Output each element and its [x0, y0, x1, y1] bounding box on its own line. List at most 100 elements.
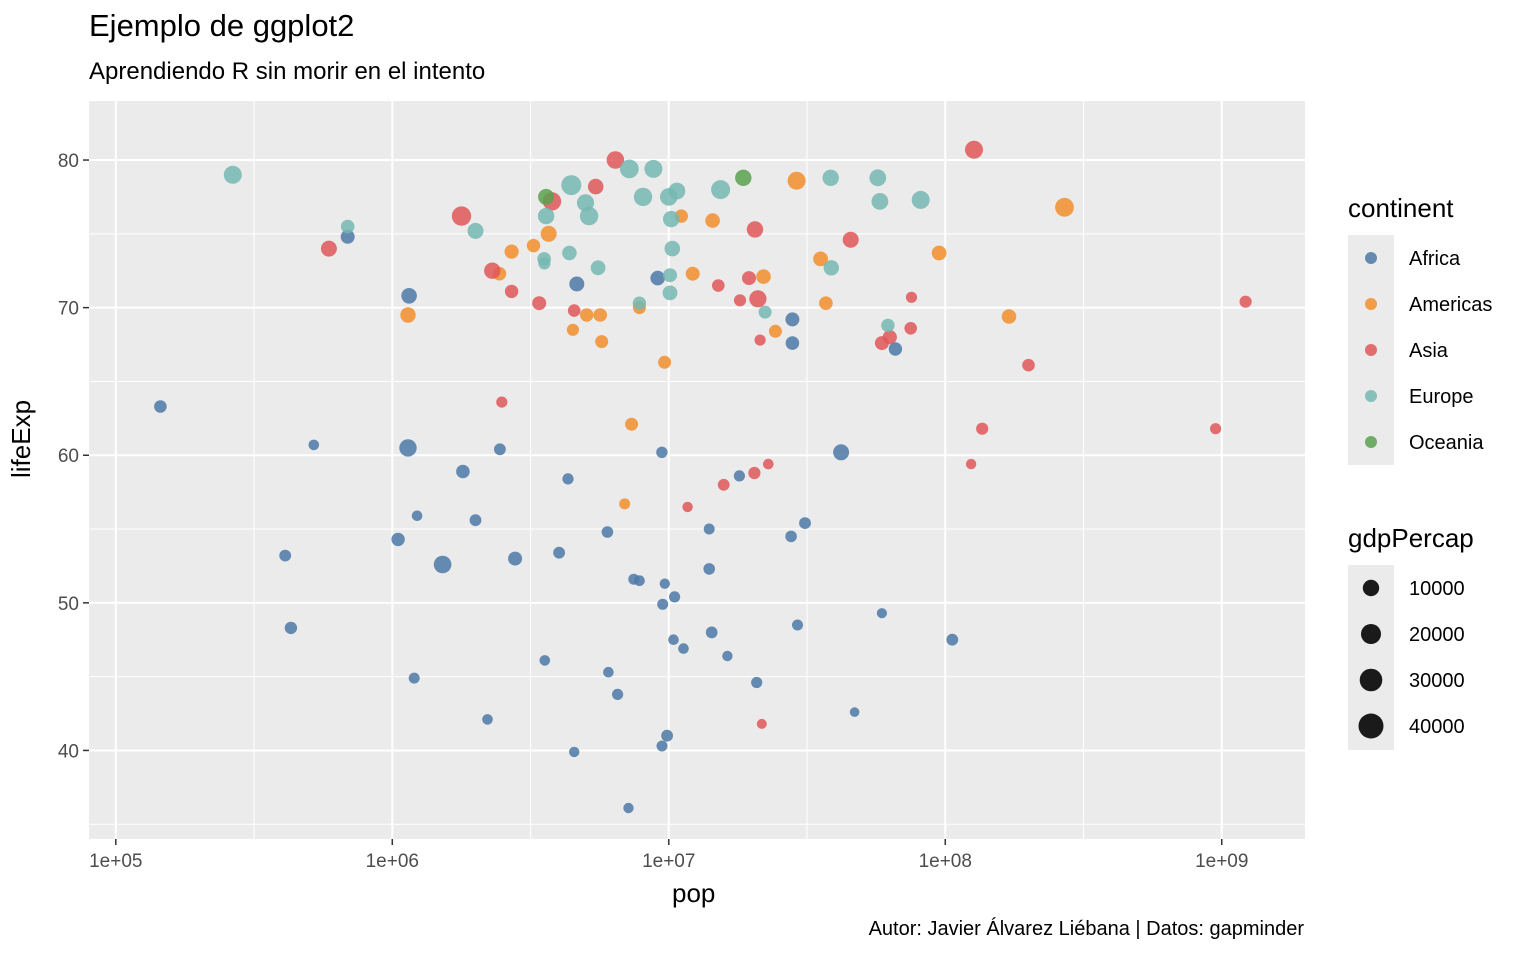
- point-asia: [904, 322, 917, 335]
- point-asia: [976, 422, 989, 435]
- legend-key-europe: [1365, 390, 1377, 402]
- point-africa: [678, 643, 689, 654]
- point-africa: [279, 549, 292, 562]
- point-africa: [401, 288, 417, 304]
- point-africa: [722, 650, 733, 662]
- point-europe: [467, 222, 484, 239]
- y-tick-label: 40: [58, 741, 79, 762]
- size-legend-key: [1362, 579, 1380, 597]
- point-asia: [1022, 358, 1035, 372]
- point-africa: [562, 473, 574, 485]
- point-americas: [658, 355, 672, 369]
- point-asia: [756, 718, 767, 729]
- chart-subtitle: Aprendiendo R sin morir en el intento: [89, 58, 486, 85]
- y-tick-label: 50: [58, 594, 79, 615]
- x-tick-label: 1e+08: [919, 851, 972, 872]
- point-europe: [632, 296, 647, 310]
- point-asia: [742, 271, 756, 286]
- point-africa: [888, 342, 903, 356]
- point-europe: [662, 285, 678, 301]
- point-asia: [451, 206, 472, 226]
- point-africa: [399, 439, 417, 457]
- point-americas: [756, 269, 771, 284]
- point-asia: [842, 231, 859, 248]
- point-asia: [754, 334, 766, 346]
- point-africa: [876, 608, 888, 619]
- point-africa: [733, 470, 746, 482]
- point-africa: [703, 563, 715, 575]
- x-axis-title: pop: [672, 878, 716, 908]
- point-africa: [650, 270, 665, 286]
- point-africa: [553, 546, 565, 559]
- point-africa: [668, 634, 679, 645]
- point-africa: [705, 626, 718, 639]
- point-europe: [537, 207, 555, 225]
- grid-major: [89, 101, 1305, 839]
- point-africa: [612, 688, 624, 701]
- chart-title: Ejemplo de ggplot2: [89, 8, 355, 43]
- point-africa: [284, 621, 298, 635]
- x-tick-label: 1e+09: [1195, 851, 1248, 872]
- size-legend-key: [1359, 668, 1383, 692]
- point-africa: [391, 532, 405, 547]
- point-asia: [567, 304, 581, 317]
- point-americas: [504, 244, 519, 259]
- point-europe: [223, 165, 242, 184]
- point-europe: [663, 210, 680, 228]
- point-africa: [799, 517, 811, 529]
- point-europe: [869, 169, 887, 187]
- point-europe: [340, 219, 355, 234]
- point-asia: [1239, 295, 1252, 308]
- point-africa: [569, 276, 585, 292]
- legend-key-americas: [1365, 298, 1377, 310]
- point-africa: [634, 575, 645, 587]
- point-africa: [308, 439, 320, 451]
- grid-minor: [89, 101, 1305, 839]
- point-africa: [508, 551, 523, 566]
- point-africa: [603, 666, 614, 678]
- legend-label-americas: Americas: [1409, 294, 1492, 316]
- point-europe: [823, 260, 839, 276]
- point-africa: [946, 633, 959, 646]
- legend-key-oceania: [1365, 436, 1377, 448]
- point-americas: [526, 238, 541, 253]
- size-legend-label: 20000: [1409, 624, 1465, 646]
- size-legend-key: [1361, 624, 1381, 644]
- data-points: [154, 140, 1252, 814]
- point-europe: [562, 245, 577, 261]
- point-asia: [682, 501, 693, 513]
- point-africa: [659, 578, 670, 589]
- size-legend-label: 30000: [1409, 670, 1465, 692]
- point-europe: [881, 318, 895, 333]
- size-legend-label: 10000: [1409, 578, 1465, 600]
- point-asia: [746, 221, 764, 238]
- point-africa: [569, 746, 580, 758]
- point-europe: [871, 193, 889, 210]
- point-asia: [712, 279, 725, 292]
- point-americas: [787, 171, 806, 190]
- legend-label-asia: Asia: [1409, 340, 1449, 362]
- point-africa: [656, 740, 668, 752]
- point-americas: [400, 307, 416, 323]
- point-africa: [539, 655, 551, 666]
- point-asia: [1210, 423, 1222, 435]
- point-europe: [644, 159, 663, 178]
- y-tick-label: 60: [58, 446, 79, 467]
- point-asia: [965, 458, 977, 470]
- size-legend-key: [1358, 713, 1384, 739]
- point-africa: [154, 400, 167, 413]
- legend-label-africa: Africa: [1409, 248, 1461, 270]
- point-americas: [705, 213, 720, 228]
- size-legend-label: 40000: [1409, 716, 1465, 738]
- x-tick-label: 1e+06: [366, 851, 419, 872]
- legend-key-africa: [1365, 252, 1377, 264]
- point-europe: [538, 257, 551, 270]
- point-europe: [619, 159, 639, 179]
- axis-ticks: 40 50 60 70 80 1e+05 1e+06 1e+07 1e+08 1e+09: [58, 151, 1249, 872]
- point-africa: [340, 229, 355, 244]
- point-europe: [561, 175, 582, 196]
- point-americas: [566, 323, 580, 336]
- point-americas: [813, 251, 828, 267]
- point-asia: [504, 284, 519, 299]
- point-europe: [822, 169, 839, 186]
